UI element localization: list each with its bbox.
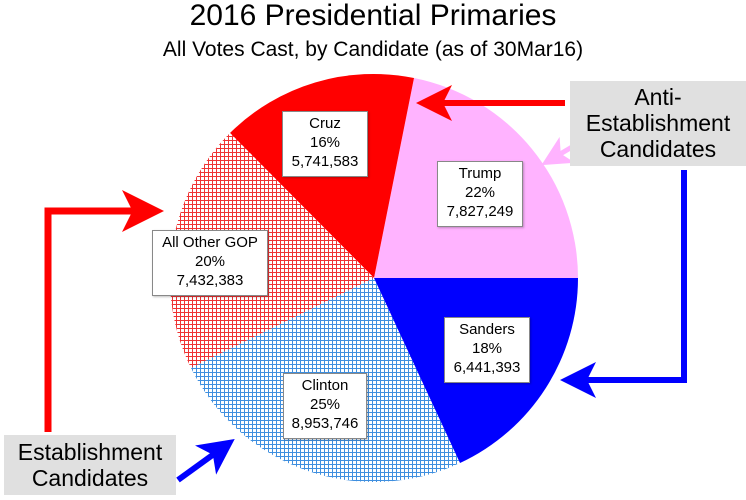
label-sanders-percent: 18% [471,340,503,357]
arrow-anti-to-trump [541,136,575,166]
label-clinton-name: Clinton [301,377,349,394]
label-trump-votes: 7,827,249 [446,203,514,220]
label-other-gop-votes: 7,432,383 [176,272,244,289]
label-cruz: Cruz 16% 5,741,583 [282,111,368,177]
label-clinton-percent: 25% [309,396,341,413]
label-sanders-votes: 6,441,393 [453,359,521,376]
label-all-other-gop: All Other GOP 20% 7,432,383 [152,230,268,296]
arrow-anti-to-sanders [560,170,687,398]
callout-establishment: Establishment Candidates [4,435,176,495]
callout-anti-line1: Anti- [634,84,682,110]
arrow-est-to-clinton [176,438,235,483]
callout-anti-establishment: Anti- Establishment Candidates [570,81,746,166]
label-trump: Trump 22% 7,827,249 [437,161,523,227]
arrow-est-to-other-gop [44,190,164,432]
label-trump-name: Trump [458,165,502,182]
label-cruz-name: Cruz [309,115,341,132]
callout-anti-line3: Candidates [599,136,717,162]
callout-est-line2: Candidates [31,465,149,491]
label-other-gop-name: All Other GOP [162,234,258,251]
label-clinton-votes: 8,953,746 [291,415,359,432]
callout-anti-line2: Establishment [585,110,731,136]
label-trump-percent: 22% [464,184,496,201]
label-cruz-percent: 16% [309,134,341,151]
slice-all-other-gop [169,133,374,368]
label-sanders: Sanders 18% 6,441,393 [444,317,530,383]
label-clinton: Clinton 25% 8,953,746 [283,373,367,439]
label-other-gop-percent: 20% [194,253,226,270]
chart-title: 2016 Presidential Primaries [189,0,557,32]
callout-est-line1: Establishment [17,439,163,465]
label-cruz-votes: 5,741,583 [291,153,359,170]
label-sanders-name: Sanders [459,321,515,338]
chart-subtitle: All Votes Cast, by Candidate (as of 30Ma… [162,38,584,61]
